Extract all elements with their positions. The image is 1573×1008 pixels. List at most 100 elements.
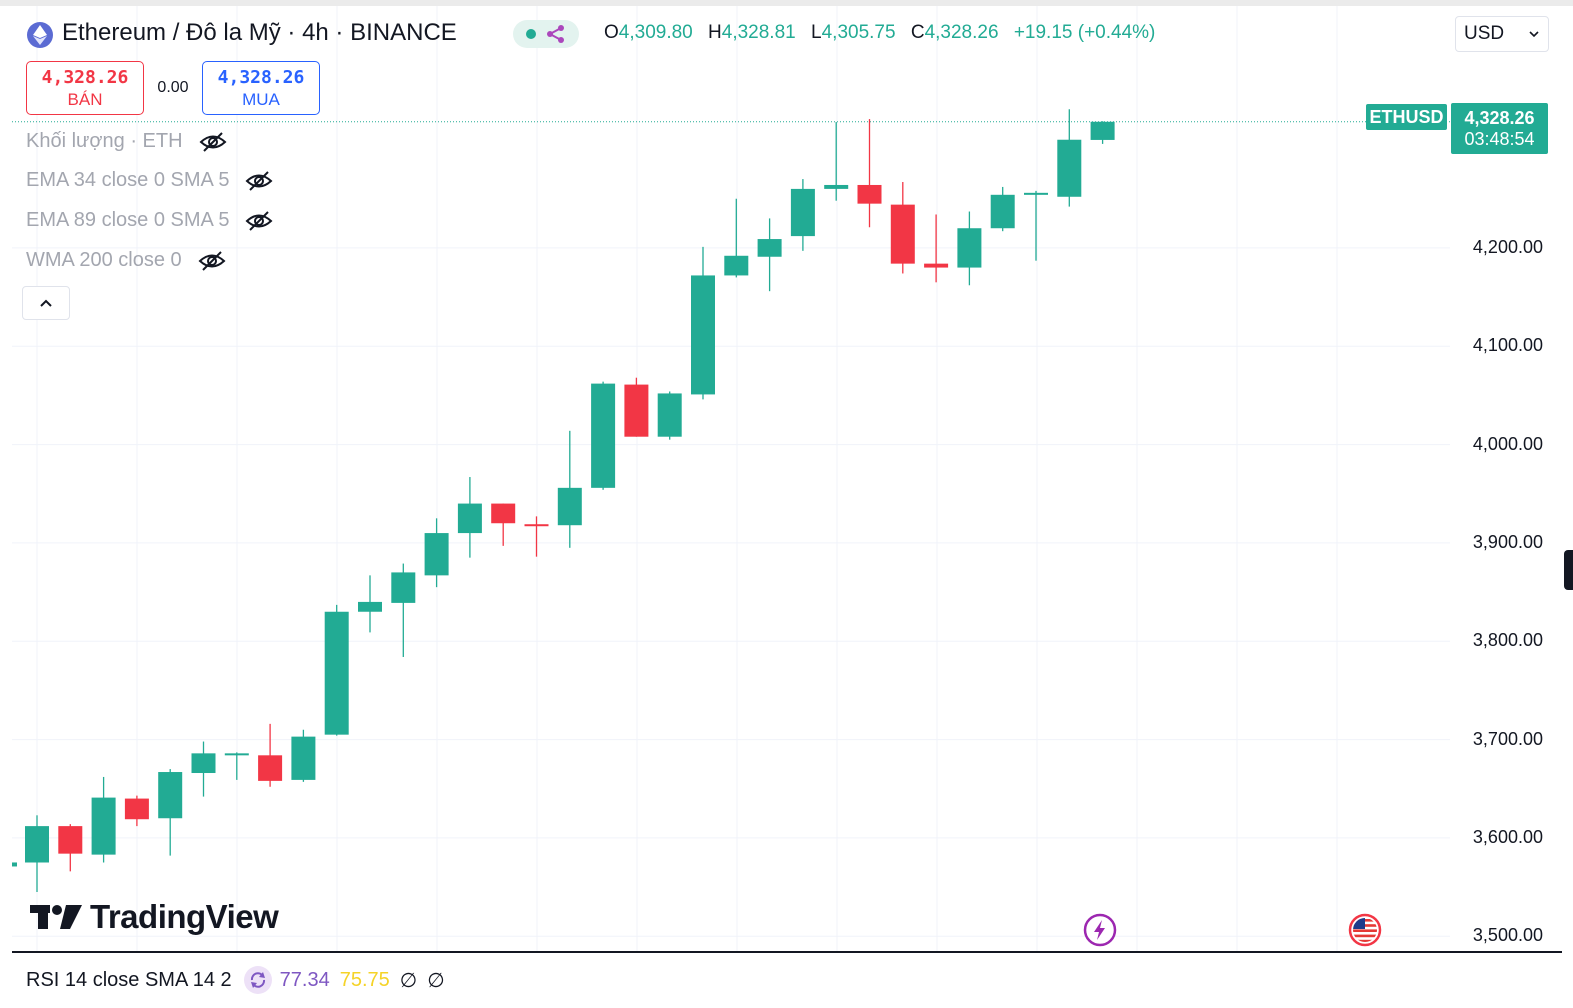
y-tick-label: 3,500.00 [1472, 925, 1543, 946]
tradingview-logo[interactable]: TradingView [30, 897, 279, 937]
high-value: 4,328.81 [721, 22, 796, 43]
candle-body [124, 798, 149, 820]
spread-value: 0.00 [157, 79, 189, 96]
high-key: H [708, 22, 722, 43]
candle-body [557, 487, 582, 526]
low-key: L [811, 22, 822, 43]
ohlc-readout: O4,309.80 H4,328.81 L4,305.75 C4,328.26 … [604, 22, 1155, 44]
candle-body [890, 204, 915, 264]
tradingview-logo-text: TradingView [90, 898, 279, 935]
y-tick-label: 3,600.00 [1472, 826, 1543, 847]
candle-body [258, 755, 283, 781]
offscreen-candle-stub [12, 862, 17, 867]
candle-body [924, 263, 949, 268]
change-value: +19.15 (+0.44%) [1013, 22, 1156, 43]
candle-body [857, 184, 882, 204]
eye-hidden-icon[interactable] [245, 170, 273, 192]
candle-body [691, 275, 715, 395]
legend-volume[interactable]: Khối lượng · ETH [26, 130, 227, 153]
candle-body [25, 826, 49, 863]
pane-separator[interactable] [12, 951, 1562, 953]
candle-body [757, 239, 782, 257]
market-status-pill[interactable] [513, 20, 579, 48]
candle-body [591, 383, 616, 488]
candle-body [224, 753, 249, 756]
sell-label: BÁN [67, 89, 103, 109]
bar-countdown: 03:48:54 [1464, 128, 1535, 149]
share-icon [547, 25, 564, 43]
sell-button[interactable]: 4,328.26 BÁN [26, 61, 144, 115]
last-price-label: 4,328.26 03:48:54 [1451, 103, 1548, 154]
legend-ema89[interactable]: EMA 89 close 0 SMA 5 [26, 209, 273, 232]
candle-body [358, 601, 382, 612]
candle-body [1024, 192, 1048, 195]
candle-body [657, 393, 682, 437]
buy-price: 4,328.26 [217, 66, 305, 88]
y-tick-label: 3,900.00 [1472, 531, 1543, 552]
rsi-sma-value: 75.75 [339, 968, 390, 991]
candle-body [1057, 139, 1082, 197]
y-tick-label: 4,200.00 [1472, 236, 1543, 257]
legend-wma200[interactable]: WMA 200 close 0 [26, 249, 226, 272]
candle-body [724, 255, 749, 276]
currency-select[interactable]: USD [1455, 16, 1549, 52]
rsi-value: 77.34 [279, 968, 330, 991]
candle-body [990, 194, 1015, 229]
candle-body [191, 753, 216, 774]
eye-hidden-icon[interactable] [199, 131, 227, 153]
chevron-down-icon [1529, 31, 1539, 38]
candle-body [158, 772, 183, 819]
candle-body [790, 188, 815, 237]
legend-ema34-label: EMA 34 close 0 SMA 5 [26, 169, 230, 191]
y-tick-label: 3,800.00 [1472, 630, 1543, 651]
candle-body [91, 797, 116, 855]
currency-value: USD [1464, 23, 1505, 44]
ethereum-icon [27, 22, 53, 48]
refresh-icon[interactable] [243, 966, 272, 994]
candle-body [324, 611, 349, 735]
candle-body [957, 228, 982, 268]
sell-price: 4,328.26 [41, 66, 129, 88]
eye-hidden-icon[interactable] [245, 210, 273, 232]
candle-body [491, 503, 516, 524]
chevron-up-icon [40, 299, 52, 307]
candle-body [1090, 121, 1115, 140]
rsi-legend[interactable]: RSI 14 close SMA 14 2 77.34 75.75 ∅ ∅ [26, 966, 445, 994]
legend-volume-label: Khối lượng · ETH [26, 130, 183, 152]
buy-label: MUA [242, 89, 280, 109]
open-key: O [604, 22, 619, 43]
candle-body [391, 572, 416, 603]
last-price-value: 4,328.26 [1464, 107, 1535, 128]
symbol-title[interactable]: Ethereum / Đô la Mỹ · 4h · BINANCE [62, 19, 457, 46]
y-tick-label: 4,000.00 [1472, 433, 1543, 454]
market-open-dot-icon [526, 29, 536, 39]
candle-body [824, 184, 849, 189]
candle-body [424, 533, 449, 576]
legend-ema34[interactable]: EMA 34 close 0 SMA 5 [26, 169, 273, 192]
candle-body [291, 736, 316, 780]
legend-ema89-label: EMA 89 close 0 SMA 5 [26, 209, 230, 231]
legend-wma200-label: WMA 200 close 0 [26, 249, 182, 271]
candle-body [58, 826, 83, 854]
rsi-band-value: ∅ [399, 969, 418, 992]
tradingview-logo-icon [30, 905, 82, 929]
candle-body [524, 524, 549, 527]
open-value: 4,309.80 [618, 22, 693, 43]
candle-body [624, 384, 649, 437]
y-tick-label: 3,700.00 [1472, 728, 1543, 749]
buy-button[interactable]: 4,328.26 MUA [202, 61, 320, 115]
close-key: C [910, 22, 925, 43]
lightning-event-icon[interactable] [1083, 913, 1117, 947]
eye-hidden-icon[interactable] [198, 250, 226, 272]
us-flag-event-icon[interactable] [1348, 913, 1382, 947]
rsi-label: RSI 14 close SMA 14 2 [26, 968, 232, 991]
candle-body [457, 503, 482, 534]
rsi-band-value-2: ∅ [427, 969, 445, 992]
y-tick-label: 4,100.00 [1472, 335, 1543, 356]
collapse-legend-button[interactable] [22, 286, 70, 320]
low-value: 4,305.75 [821, 22, 896, 43]
scale-drag-handle[interactable] [1564, 550, 1573, 590]
close-value: 4,328.26 [924, 22, 999, 43]
